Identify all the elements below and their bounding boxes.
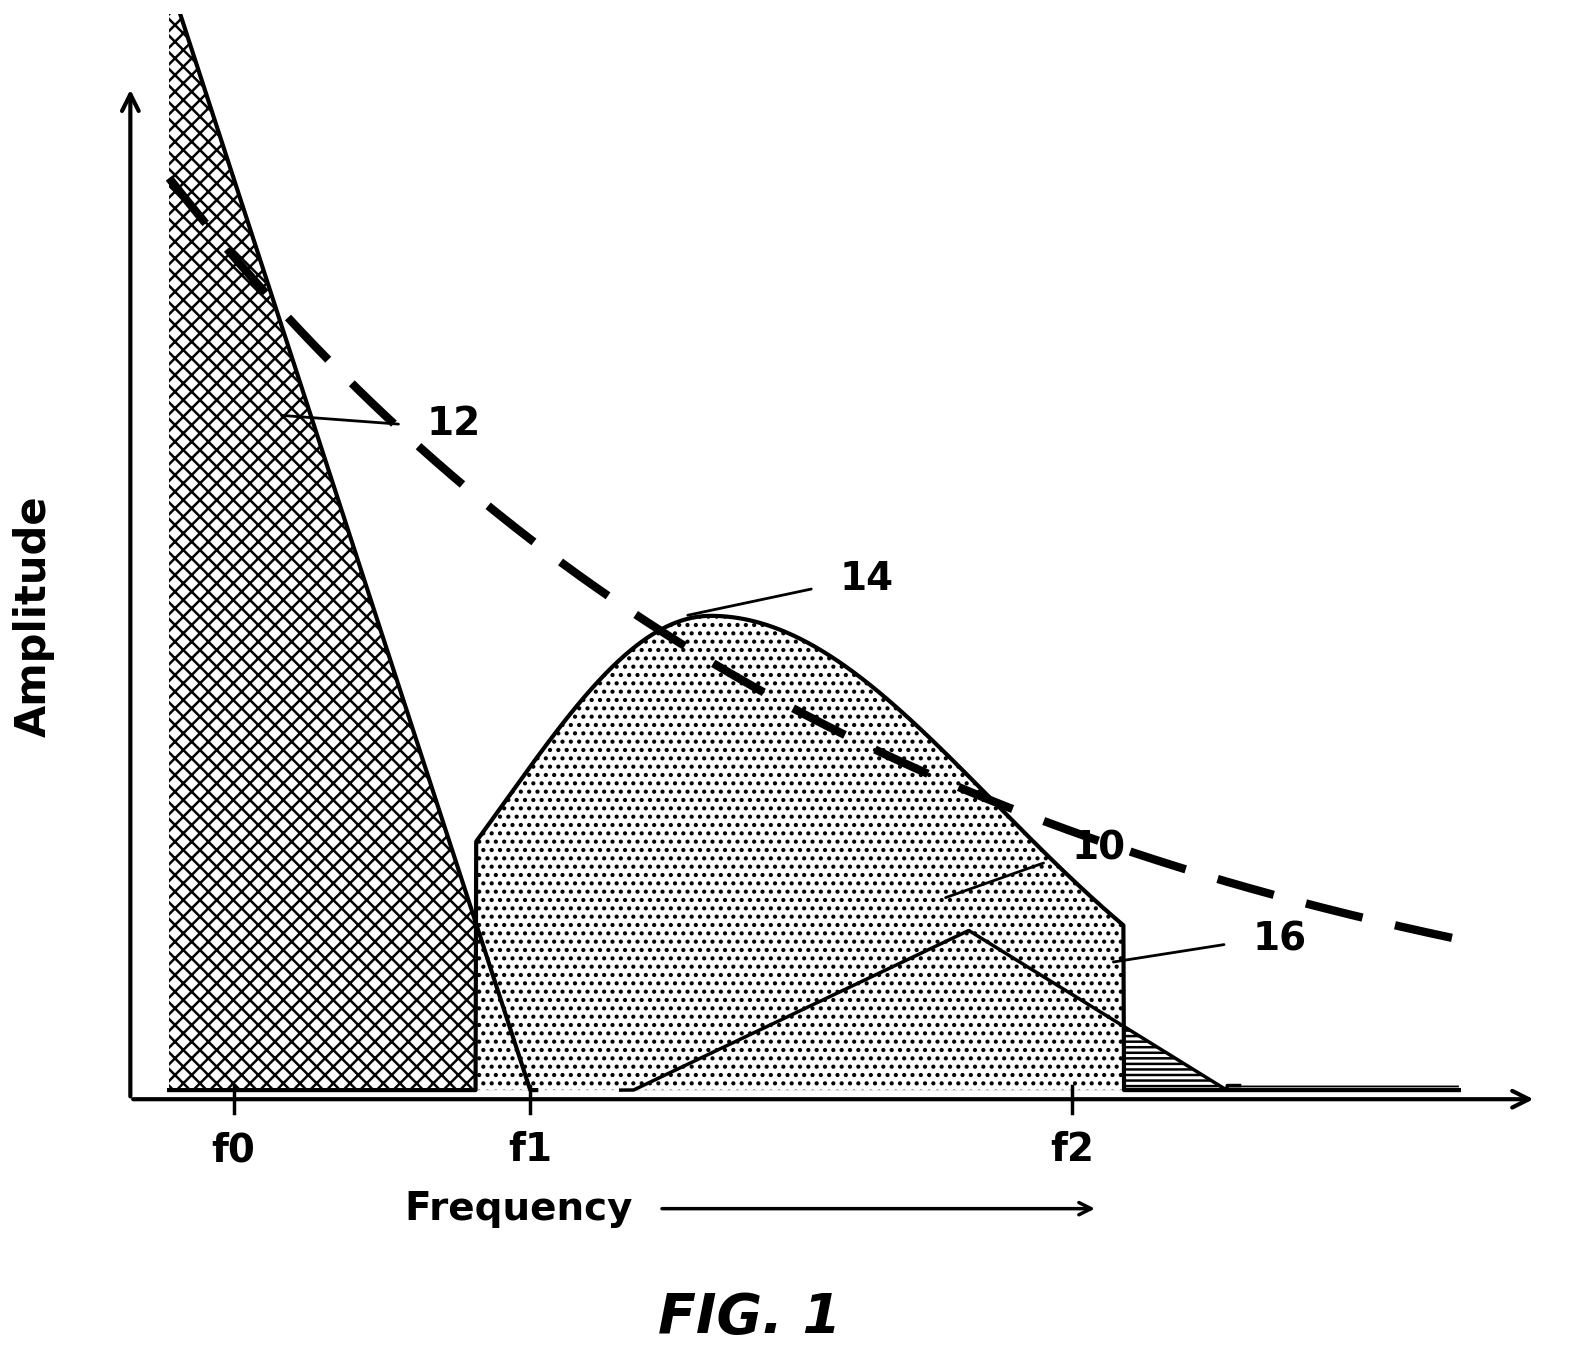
Text: f0: f0 bbox=[211, 1132, 255, 1169]
Text: Frequency: Frequency bbox=[405, 1189, 659, 1228]
Text: 14: 14 bbox=[840, 560, 894, 599]
Text: 10: 10 bbox=[1072, 829, 1127, 867]
Text: 16: 16 bbox=[1253, 921, 1307, 959]
Text: Amplitude: Amplitude bbox=[13, 495, 55, 737]
Text: FIG. 1: FIG. 1 bbox=[657, 1291, 842, 1345]
Text: f1: f1 bbox=[507, 1132, 552, 1169]
Text: 12: 12 bbox=[427, 406, 481, 444]
Text: f2: f2 bbox=[1050, 1132, 1094, 1169]
